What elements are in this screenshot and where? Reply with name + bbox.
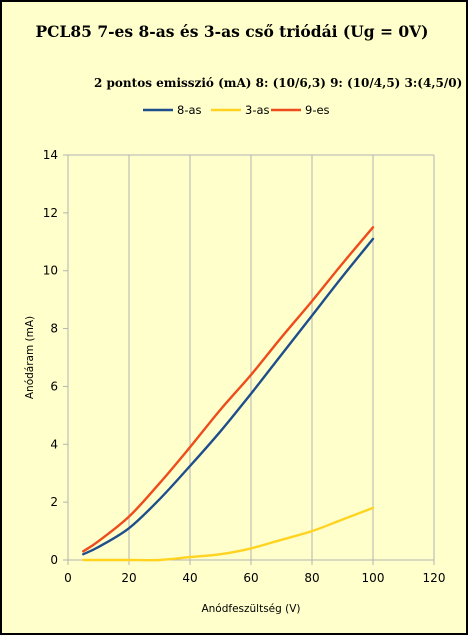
series-line-9-es: [82, 226, 375, 553]
y-tick-label: 2: [50, 495, 58, 509]
x-tick-label: 80: [304, 571, 319, 585]
x-tick-label: 0: [64, 571, 72, 585]
x-tick-label: 100: [362, 571, 385, 585]
x-tick-label: 20: [121, 571, 136, 585]
y-tick-label: 14: [43, 148, 58, 162]
series-line-8-as: [82, 237, 375, 556]
chart-subtitle: 2 pontos emisszió (mA) 8: (10/6,3) 9: (1…: [94, 76, 463, 90]
legend-label-9-es: 9-es: [305, 103, 330, 117]
y-tick-label: 6: [50, 379, 58, 393]
series-lines: [82, 226, 375, 562]
y-tick-label: 4: [50, 437, 58, 451]
y-tick-label: 12: [43, 206, 58, 220]
legend-label-8-as: 8-as: [177, 103, 202, 117]
x-tick-label: 40: [182, 571, 197, 585]
gridlines: [128, 155, 435, 560]
y-tick-label: 10: [43, 264, 58, 278]
legend: 8-as 3-as 9-es: [143, 103, 330, 117]
series-line-3-as: [82, 506, 375, 562]
chart-title: PCL85 7-es 8-as és 3-as cső triódái (Ug …: [35, 22, 429, 41]
x-axis-label: Anódfeszültség (V): [201, 603, 300, 615]
y-tick-label: 8: [50, 322, 58, 336]
y-tick-label: 0: [50, 553, 58, 567]
tick-labels: 0 2 4 6 8 10 12 14 0 20 40 60 80 100 120: [43, 148, 446, 585]
x-tick-label: 120: [423, 571, 446, 585]
y-axis-label: Anódáram (mA): [24, 316, 36, 399]
axes: [63, 154, 435, 565]
legend-label-3-as: 3-as: [245, 103, 270, 117]
x-tick-label: 60: [243, 571, 258, 585]
